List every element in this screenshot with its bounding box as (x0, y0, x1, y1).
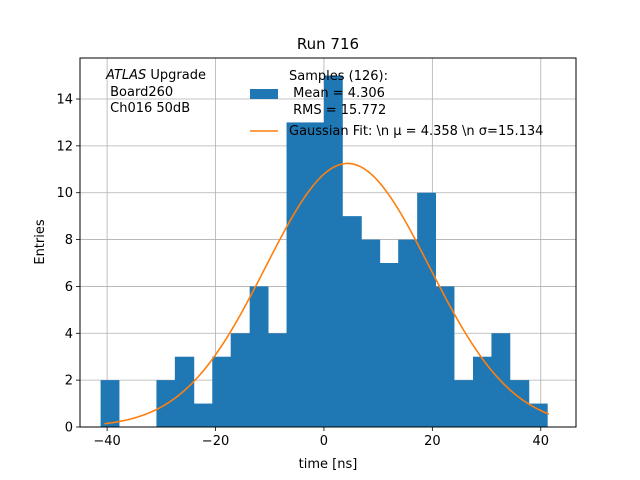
y-axis-ticks: 0 2 4 6 8 10 12 14 (56, 93, 80, 436)
histogram-bar-5 (193, 403, 213, 427)
atlas-label: ATLAS (105, 68, 146, 83)
plot-frame (79, 57, 577, 428)
y-tick-label: 4 (65, 327, 73, 342)
histogram-bar-8 (249, 286, 269, 427)
y-tick-label: 10 (56, 186, 73, 201)
atlas-annotation: ATLAS Upgrade Board260 Ch016 50dB (105, 68, 206, 116)
y-tick-label: 8 (65, 233, 73, 248)
legend: Samples (126): Mean = 4.306 RMS = 15.772… (250, 69, 543, 139)
y-tick-label: 0 (65, 421, 73, 436)
x-tick-label: 0 (320, 434, 328, 449)
gaussian-fit (104, 162, 550, 425)
histogram-bar-11 (305, 122, 325, 427)
chart-title: Run 716 (297, 35, 359, 53)
legend-hist-line-1: Samples (126): (289, 69, 388, 84)
histogram-bar-19 (454, 380, 474, 427)
y-tick-label: 12 (56, 139, 73, 154)
annotation-line-3: Ch016 50dB (106, 101, 190, 116)
x-tick-label: 20 (424, 434, 441, 449)
histogram-bar-15 (379, 263, 399, 427)
histogram-bar-12 (323, 75, 343, 428)
histogram-bar-4 (174, 356, 195, 427)
x-tick-label: −20 (202, 434, 229, 449)
x-tick-label: −40 (93, 434, 120, 449)
legend-fit-label: Gaussian Fit: \n μ = 4.358 \n σ=15.134 (289, 124, 543, 139)
x-axis-ticks: −40 −20 0 20 40 (93, 427, 549, 449)
annotation-line-2: Board260 (106, 85, 173, 100)
y-tick-label: 2 (65, 374, 73, 389)
histogram-bar-16 (398, 239, 418, 427)
x-tick-label: 40 (532, 434, 549, 449)
histogram-bar-0 (100, 380, 120, 427)
histogram-bar-10 (286, 122, 306, 427)
histogram-bar-14 (361, 239, 381, 427)
histogram-bar-18 (435, 286, 455, 427)
legend-hist-swatch (250, 89, 278, 99)
legend-hist-line-2: Mean = 4.306 (289, 86, 385, 101)
y-axis-title: Entries (33, 219, 48, 265)
gaussian-fit-line (104, 162, 550, 425)
histogram-bar-20 (473, 356, 492, 427)
histogram-bar-6 (212, 356, 232, 427)
y-tick-label: 14 (56, 93, 73, 108)
y-tick-label: 6 (65, 280, 73, 295)
histogram-bar-17 (417, 192, 437, 427)
upgrade-label: Upgrade (146, 68, 206, 83)
histogram-bars (100, 75, 548, 428)
histogram-bar-7 (230, 333, 251, 427)
x-axis-title: time [ns] (299, 457, 358, 472)
histogram-bar-13 (342, 216, 362, 427)
annotation-line-1: ATLAS Upgrade (105, 68, 206, 83)
histogram-bar-9 (268, 333, 287, 427)
histogram-bar-22 (509, 380, 530, 427)
histogram-bar-23 (528, 403, 548, 427)
legend-hist-line-3: RMS = 15.772 (289, 103, 386, 118)
